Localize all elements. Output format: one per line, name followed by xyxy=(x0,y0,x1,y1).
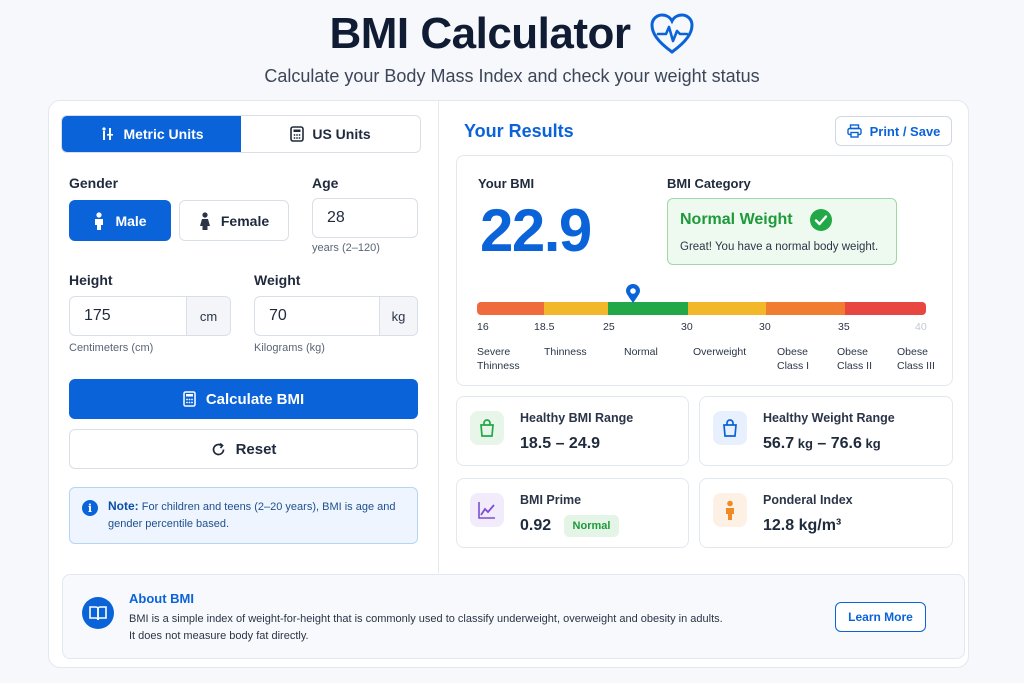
scale-segment xyxy=(477,302,544,315)
about-title: About BMI xyxy=(129,591,194,606)
bmi-prime-label: BMI Prime xyxy=(520,493,582,507)
unit-toggle: Metric Units US Units xyxy=(61,115,421,153)
scale-icon xyxy=(99,126,115,142)
about-text: BMI is a simple index of weight-for-heig… xyxy=(129,613,723,642)
scale-segment xyxy=(544,302,608,315)
scale-tick: 25 xyxy=(603,321,615,333)
scale-tick: 18.5 xyxy=(534,321,555,333)
scale-tick: 40 xyxy=(915,321,927,333)
age-value: 28 xyxy=(327,209,345,226)
note-title: Note: xyxy=(108,499,139,513)
height-hint: Centimeters (cm) xyxy=(69,342,154,354)
check-icon xyxy=(810,209,832,231)
age-hint: years (2–120) xyxy=(312,242,380,254)
page-subtitle: Calculate your Body Mass Index and check… xyxy=(264,66,760,86)
person-icon xyxy=(713,493,747,527)
scale-category-label: Overweight xyxy=(693,346,747,358)
scale-segment xyxy=(766,302,845,315)
healthy-weight-range-label: Healthy Weight Range xyxy=(763,411,895,425)
page-title: BMI Calculator xyxy=(329,9,631,58)
ponderal-index-value: 12.8 kg/m³ xyxy=(763,517,842,534)
healthy-bmi-range-label: Healthy BMI Range xyxy=(520,411,634,425)
weight-value: 70 xyxy=(269,307,287,324)
info-icon: i xyxy=(82,500,98,516)
age-label: Age xyxy=(312,175,339,191)
scale-tick: 30 xyxy=(681,321,693,333)
male-button[interactable]: Male xyxy=(69,200,171,241)
scale-tick: 35 xyxy=(838,321,850,333)
book-icon xyxy=(82,597,114,629)
bmi-result-card xyxy=(456,155,953,386)
print-save-button[interactable]: Print / Save xyxy=(835,116,952,146)
bmi-prime-card: BMI Prime 0.92 xyxy=(456,478,689,548)
shopping-bag-icon xyxy=(470,411,504,445)
female-label: Female xyxy=(220,212,270,229)
scale-segment xyxy=(845,302,926,315)
female-icon xyxy=(199,211,211,230)
healthy-weight-range-value: 56.7 kg – 76.6 kg xyxy=(763,435,881,452)
scale-segment xyxy=(688,302,766,315)
healthy-bmi-range-value: 18.5 – 24.9 xyxy=(520,435,601,452)
reset-button[interactable]: Reset xyxy=(69,429,418,469)
bmi-scale-bar xyxy=(477,302,926,315)
scale-category-label: Normal xyxy=(624,346,658,358)
page-header: BMI Calculator Calculate your Body Mass … xyxy=(0,6,1024,87)
weight-label: Weight xyxy=(254,272,301,288)
bmi-value: 22.9 xyxy=(480,197,592,264)
weight-unit: kg xyxy=(379,297,417,335)
scale-segment xyxy=(608,302,688,315)
bmi-prime-badge: Normal xyxy=(564,515,619,537)
gender-label: Gender xyxy=(69,175,119,191)
height-unit: cm xyxy=(186,297,230,335)
scale-category-label: Severe Thinness xyxy=(477,346,520,372)
tab-us-units[interactable]: US Units xyxy=(241,116,420,152)
about-bmi-section xyxy=(62,574,965,659)
heart-pulse-icon xyxy=(650,13,694,54)
category-description: Great! You have a normal body weight. xyxy=(680,241,879,253)
scale-category-label: Thinness xyxy=(544,346,587,358)
children-note: i Note: For children and teens (2–20 yea… xyxy=(69,487,418,544)
weight-hint: Kilograms (kg) xyxy=(254,342,325,354)
tab-us-label: US Units xyxy=(312,126,371,142)
panel-divider xyxy=(438,101,439,573)
scale-category-label: Obese Class II xyxy=(837,346,873,372)
healthy-bmi-range-card: Healthy BMI Range 18.5 – 24.9 xyxy=(456,396,689,466)
tab-metric-label: Metric Units xyxy=(123,126,204,142)
age-input[interactable]: 28 xyxy=(312,198,418,238)
print-save-label: Print / Save xyxy=(869,123,941,139)
weight-bag-icon xyxy=(713,411,747,445)
calculate-button[interactable]: Calculate BMI xyxy=(69,379,418,419)
height-label: Height xyxy=(69,272,113,288)
scale-tick: 30 xyxy=(759,321,771,333)
scale-category-label: Obese Class I xyxy=(777,346,810,372)
tab-metric-units[interactable]: Metric Units xyxy=(62,116,241,152)
note-text: For children and teens (2–20 years), BMI… xyxy=(108,501,396,530)
male-icon xyxy=(93,211,105,230)
height-value: 175 xyxy=(84,307,111,324)
reset-label: Reset xyxy=(235,440,277,458)
male-label: Male xyxy=(115,212,147,229)
scale-tick: 16 xyxy=(477,321,489,333)
healthy-weight-range-card: Healthy Weight Range 56.7 kg – 76.6 kg xyxy=(699,396,953,466)
refresh-icon xyxy=(211,442,226,457)
printer-icon xyxy=(846,124,862,138)
calculator-icon xyxy=(290,126,305,142)
trend-chart-icon xyxy=(470,493,504,527)
learn-more-button[interactable]: Learn More xyxy=(835,602,926,632)
bmi-marker-icon xyxy=(626,284,640,303)
bmi-prime-value: 0.92 xyxy=(520,517,552,534)
results-title: Your Results xyxy=(464,121,574,141)
calculate-label: Calculate BMI xyxy=(205,390,305,408)
female-button[interactable]: Female xyxy=(179,200,289,241)
your-bmi-label: Your BMI xyxy=(478,176,535,191)
calculator-icon xyxy=(183,391,196,407)
ponderal-index-label: Ponderal Index xyxy=(763,493,853,507)
category-value: Normal Weight xyxy=(680,211,793,228)
bmi-category-label: BMI Category xyxy=(667,176,751,191)
weight-input[interactable]: 70 kg xyxy=(254,296,418,336)
category-box: Normal Weight Great! You have a normal b… xyxy=(667,198,897,265)
scale-category-label: Obese Class III xyxy=(897,346,935,372)
height-input[interactable]: 175 cm xyxy=(69,296,231,336)
ponderal-index-card: Ponderal Index 12.8 kg/m³ xyxy=(699,478,953,548)
